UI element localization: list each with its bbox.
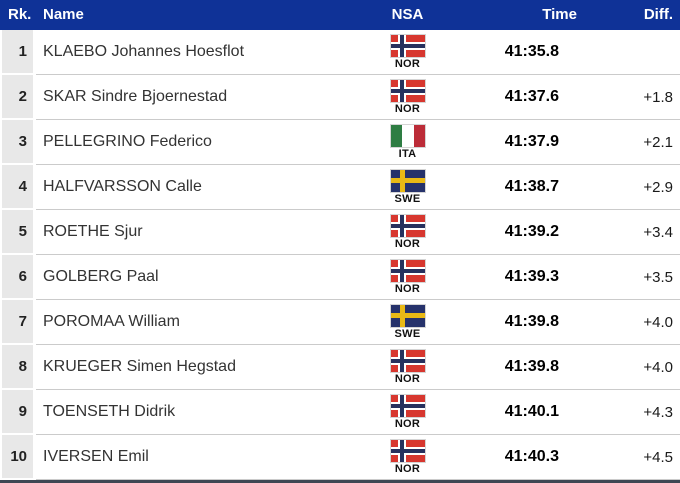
- nor-flag-icon: [390, 79, 425, 102]
- rank-cell: 1: [0, 30, 36, 75]
- time-cell: 41:37.9: [455, 120, 585, 165]
- table-row[interactable]: 7 POROMAA William SWE 41:39.8 +4.0: [0, 300, 680, 345]
- table-row[interactable]: 4 HALFVARSSON Calle SWE 41:38.7 +2.9: [0, 165, 680, 210]
- nsa-cell: NOR: [360, 30, 455, 75]
- table-row[interactable]: 3 PELLEGRINO Federico ITA 41:37.9 +2.1: [0, 120, 680, 165]
- nor-flag-icon: [390, 439, 425, 462]
- nsa-cell: NOR: [360, 435, 455, 480]
- column-header-name: Name: [43, 6, 84, 23]
- athlete-name: TOENSETH Didrik: [36, 390, 360, 435]
- diff-cell: +3.5: [585, 255, 680, 300]
- table-row[interactable]: 5 ROETHE Sjur NOR 41:39.2 +3.4: [0, 210, 680, 255]
- time-cell: 41:39.8: [455, 345, 585, 390]
- athlete-name: KRUEGER Simen Hegstad: [36, 345, 360, 390]
- column-header-diff: Diff.: [643, 6, 673, 23]
- time-cell: 41:39.8: [455, 300, 585, 345]
- nsa-cell: NOR: [360, 255, 455, 300]
- diff-cell: +2.9: [585, 165, 680, 210]
- nsa-cell: ITA: [360, 120, 455, 165]
- time-cell: 41:39.3: [455, 255, 585, 300]
- nsa-cell: NOR: [360, 75, 455, 120]
- country-code: SWE: [394, 192, 421, 205]
- table-body: 1 KLAEBO Johannes Hoesflot NOR 41:35.8 2…: [0, 30, 680, 480]
- athlete-name: KLAEBO Johannes Hoesflot: [36, 30, 360, 75]
- rank-cell: 2: [0, 75, 36, 120]
- table-row[interactable]: 10 IVERSEN Emil NOR 41:40.3 +4.5: [0, 435, 680, 480]
- rank-cell: 10: [0, 435, 36, 480]
- column-header-nsa: NSA: [391, 6, 424, 23]
- rank-cell: 5: [0, 210, 36, 255]
- table-row[interactable]: 1 KLAEBO Johannes Hoesflot NOR 41:35.8: [0, 30, 680, 75]
- country-code: NOR: [394, 462, 421, 475]
- diff-cell: [585, 30, 680, 75]
- time-cell: 41:40.1: [455, 390, 585, 435]
- column-header-rank: Rk.: [8, 6, 32, 23]
- nor-flag-icon: [390, 214, 425, 237]
- country-code: NOR: [394, 102, 421, 115]
- time-cell: 41:40.3: [455, 435, 585, 480]
- athlete-name: PELLEGRINO Federico: [36, 120, 360, 165]
- rank-cell: 9: [0, 390, 36, 435]
- nsa-cell: SWE: [360, 300, 455, 345]
- time-cell: 41:38.7: [455, 165, 585, 210]
- rank-cell: 7: [0, 300, 36, 345]
- time-cell: 41:39.2: [455, 210, 585, 255]
- table-row[interactable]: 8 KRUEGER Simen Hegstad NOR 41:39.8 +4.0: [0, 345, 680, 390]
- table-bottom-border: [0, 480, 680, 483]
- athlete-name: ROETHE Sjur: [36, 210, 360, 255]
- country-code: ITA: [398, 147, 417, 160]
- athlete-name: SKAR Sindre Bjoernestad: [36, 75, 360, 120]
- nsa-cell: NOR: [360, 390, 455, 435]
- athlete-name: POROMAA William: [36, 300, 360, 345]
- diff-cell: +3.4: [585, 210, 680, 255]
- diff-cell: +4.3: [585, 390, 680, 435]
- country-code: NOR: [394, 237, 421, 250]
- athlete-name: GOLBERG Paal: [36, 255, 360, 300]
- nsa-cell: NOR: [360, 345, 455, 390]
- country-code: NOR: [394, 282, 421, 295]
- diff-cell: +4.0: [585, 345, 680, 390]
- rank-cell: 4: [0, 165, 36, 210]
- nor-flag-icon: [390, 34, 425, 57]
- country-code: NOR: [394, 372, 421, 385]
- time-cell: 41:35.8: [455, 30, 585, 75]
- nor-flag-icon: [390, 394, 425, 417]
- swe-flag-icon: [390, 169, 425, 192]
- nsa-cell: NOR: [360, 210, 455, 255]
- nor-flag-icon: [390, 349, 425, 372]
- athlete-name: IVERSEN Emil: [36, 435, 360, 480]
- diff-cell: +4.0: [585, 300, 680, 345]
- diff-cell: +1.8: [585, 75, 680, 120]
- nsa-cell: SWE: [360, 165, 455, 210]
- column-header-time: Time: [542, 6, 577, 23]
- rank-cell: 3: [0, 120, 36, 165]
- country-code: NOR: [394, 417, 421, 430]
- table-row[interactable]: 9 TOENSETH Didrik NOR 41:40.1 +4.3: [0, 390, 680, 435]
- athlete-name: HALFVARSSON Calle: [36, 165, 360, 210]
- rank-cell: 8: [0, 345, 36, 390]
- rank-cell: 6: [0, 255, 36, 300]
- swe-flag-icon: [390, 304, 425, 327]
- table-row[interactable]: 6 GOLBERG Paal NOR 41:39.3 +3.5: [0, 255, 680, 300]
- diff-cell: +4.5: [585, 435, 680, 480]
- time-cell: 41:37.6: [455, 75, 585, 120]
- table-row[interactable]: 2 SKAR Sindre Bjoernestad NOR 41:37.6 +1…: [0, 75, 680, 120]
- country-code: SWE: [394, 327, 421, 340]
- nor-flag-icon: [390, 259, 425, 282]
- country-code: NOR: [394, 57, 421, 70]
- diff-cell: +2.1: [585, 120, 680, 165]
- ita-flag-icon: [390, 124, 425, 147]
- table-header-row: Rk. Name NSA Time Diff.: [0, 0, 680, 30]
